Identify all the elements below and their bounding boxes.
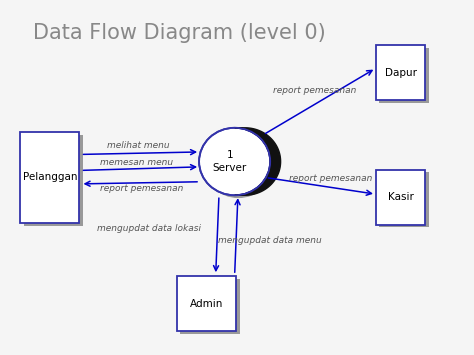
Bar — [180, 279, 240, 334]
Text: report pemesanan: report pemesanan — [289, 174, 373, 183]
Text: melihat menu: melihat menu — [107, 141, 169, 150]
Text: report pemesanan: report pemesanan — [100, 184, 183, 193]
Text: Dapur: Dapur — [384, 68, 417, 78]
Bar — [379, 48, 429, 103]
Text: mengupdat data menu: mengupdat data menu — [218, 236, 322, 245]
Text: Admin: Admin — [190, 299, 223, 308]
Text: Pelanggan: Pelanggan — [23, 173, 77, 182]
Ellipse shape — [199, 128, 270, 195]
Bar — [20, 132, 79, 223]
Bar — [375, 169, 425, 224]
Text: 1: 1 — [227, 150, 233, 160]
Text: Kasir: Kasir — [388, 192, 413, 202]
Bar — [379, 173, 429, 228]
Bar — [176, 276, 236, 331]
Text: mengupdat data lokasi: mengupdat data lokasi — [97, 224, 201, 234]
Polygon shape — [235, 128, 281, 195]
Bar — [24, 135, 83, 226]
Ellipse shape — [203, 131, 274, 198]
Bar — [375, 45, 425, 100]
Text: memesan menu: memesan menu — [100, 158, 173, 167]
Text: report pemesanan: report pemesanan — [273, 86, 356, 95]
Text: Data Flow Diagram (level 0): Data Flow Diagram (level 0) — [33, 23, 326, 43]
Text: Server: Server — [213, 163, 247, 173]
